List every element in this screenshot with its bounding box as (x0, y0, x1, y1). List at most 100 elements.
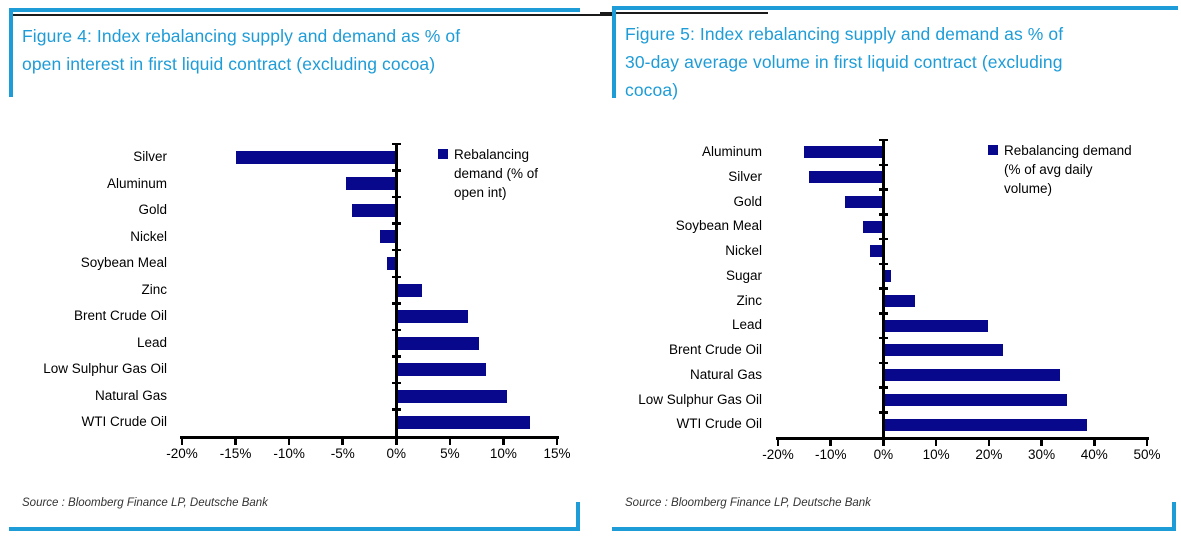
category-tick (391, 248, 401, 252)
top-rule-line (9, 14, 612, 16)
category-label: Nickel (725, 243, 762, 258)
bar-lead (883, 319, 988, 332)
bar-zinc (396, 283, 422, 297)
x-axis-tick (882, 437, 885, 446)
x-axis-tick (934, 437, 938, 446)
category-tick (878, 163, 888, 166)
left-accent-bar (612, 6, 616, 98)
bar-sugar (883, 270, 892, 283)
top-rule-line (600, 12, 768, 14)
x-axis-tick (776, 437, 780, 446)
bar-gold (845, 195, 884, 208)
x-axis-tick-label: -10% (273, 446, 305, 462)
x-axis-tick (180, 436, 184, 446)
legend-label: Rebalancing demand (% of avg daily volum… (1004, 143, 1132, 196)
category-tick (878, 262, 888, 265)
figure-4-panel: Figure 4: Index rebalancing supply and d… (9, 6, 612, 534)
category-label: Nickel (130, 228, 167, 244)
category-label: Aluminum (106, 175, 167, 191)
legend-swatch-icon (438, 149, 448, 159)
category-tick (391, 275, 401, 278)
top-accent-bar (9, 8, 580, 12)
figure-title: Figure 4: Index rebalancing supply and d… (22, 26, 461, 74)
x-axis-tick (395, 436, 398, 446)
category-labels-column: Silver Aluminum Gold Nickel Soybean Meal Zinc… (9, 144, 175, 436)
x-axis-tick (555, 436, 559, 446)
category-tick (878, 361, 888, 364)
bar-zinc (883, 294, 915, 307)
category-label: Gold (138, 202, 167, 218)
bar-soybean-meal (386, 256, 397, 270)
bar-brent-crude-oil (396, 310, 469, 324)
zero-axis-line (878, 138, 888, 437)
x-axis-tick (341, 436, 344, 446)
category-tick (391, 408, 401, 411)
bar-low-sulphur-gas-oil (396, 363, 487, 377)
category-label: Brent Crude Oil (73, 308, 167, 324)
bar-nickel (869, 245, 884, 258)
x-axis-tick-label: 20% (975, 447, 1003, 462)
x-axis-tick-label: 0% (873, 447, 894, 462)
bottom-accent-bar (9, 527, 580, 531)
x-axis-line (776, 437, 1149, 440)
x-axis-line (180, 436, 559, 439)
bar-silver (809, 171, 884, 184)
figure-title: Figure 5: Index rebalancing supply and d… (625, 24, 1064, 100)
bar-low-sulphur-gas-oil (883, 393, 1067, 406)
left-accent-bar (9, 8, 13, 97)
bar-gold (352, 203, 397, 217)
bar-lead (396, 336, 479, 350)
category-label: WTI Crude Oil (81, 414, 167, 430)
category-tick (878, 237, 888, 241)
category-tick (391, 169, 401, 172)
chart-plot-area: Rebalancing demand (% of avg daily volum… (762, 138, 1161, 462)
bar-wti-crude-oil (883, 418, 1088, 431)
x-axis-tick (987, 437, 991, 446)
category-tick (878, 188, 888, 191)
chart-plot-area: Rebalancing demand (% of open int) -20% -… (166, 142, 571, 461)
category-label: Soybean Meal (675, 218, 762, 234)
bottom-accent-bar (612, 527, 1176, 531)
category-tick (391, 195, 401, 199)
category-label: Zinc (736, 292, 762, 308)
x-axis-tick-label: 10% (489, 446, 517, 462)
category-label: Lead (731, 317, 762, 333)
x-axis-tick-label: -20% (762, 447, 794, 462)
category-label: Zinc (141, 281, 167, 297)
bar-wti-crude-oil (396, 416, 531, 430)
x-axis-tick (287, 436, 291, 446)
category-label: Aluminum (701, 144, 762, 159)
x-axis-tick (448, 436, 452, 446)
category-tick (878, 138, 888, 142)
category-tick (391, 355, 401, 358)
category-label: WTI Crude Oil (676, 416, 762, 432)
x-axis-tick-label: 30% (1028, 447, 1056, 462)
figure-5-panel: Figure 5: Index rebalancing supply and d… (600, 6, 1178, 534)
x-axis-tick-label: 40% (1080, 447, 1108, 462)
category-label: Natural Gas (689, 366, 762, 382)
x-axis-tick-label: -5% (330, 446, 355, 462)
legend: Rebalancing demand (% of open int) (438, 145, 556, 202)
bottom-accent-stub (1172, 502, 1176, 531)
x-axis-tick-label: 10% (922, 447, 950, 462)
x-axis-tick-label: -15% (219, 446, 252, 462)
category-label: Low Sulphur Gas Oil (43, 361, 167, 377)
bottom-accent-stub (576, 502, 580, 531)
source-note: Source : Bloomberg Finance LP, Deutsche … (22, 497, 268, 509)
x-axis-tick (1040, 437, 1043, 446)
bar-natural-gas (883, 369, 1060, 382)
category-tick (391, 381, 401, 385)
category-label: Lead (136, 334, 167, 350)
bar-brent-crude-oil (883, 344, 1003, 357)
category-label: Sugar (725, 267, 762, 283)
category-label: Brent Crude Oil (668, 342, 762, 357)
bar-soybean-meal (862, 220, 884, 233)
bar-aluminum (803, 146, 884, 159)
category-tick (878, 312, 888, 315)
bar-aluminum (345, 177, 397, 191)
category-label: Soybean Meal (80, 255, 167, 271)
category-tick (391, 302, 401, 305)
x-axis-tick-label: 50% (1133, 447, 1161, 462)
legend-label: Rebalancing demand (% of open int) (454, 147, 539, 200)
legend: Rebalancing demand (% of avg daily volum… (988, 141, 1146, 198)
